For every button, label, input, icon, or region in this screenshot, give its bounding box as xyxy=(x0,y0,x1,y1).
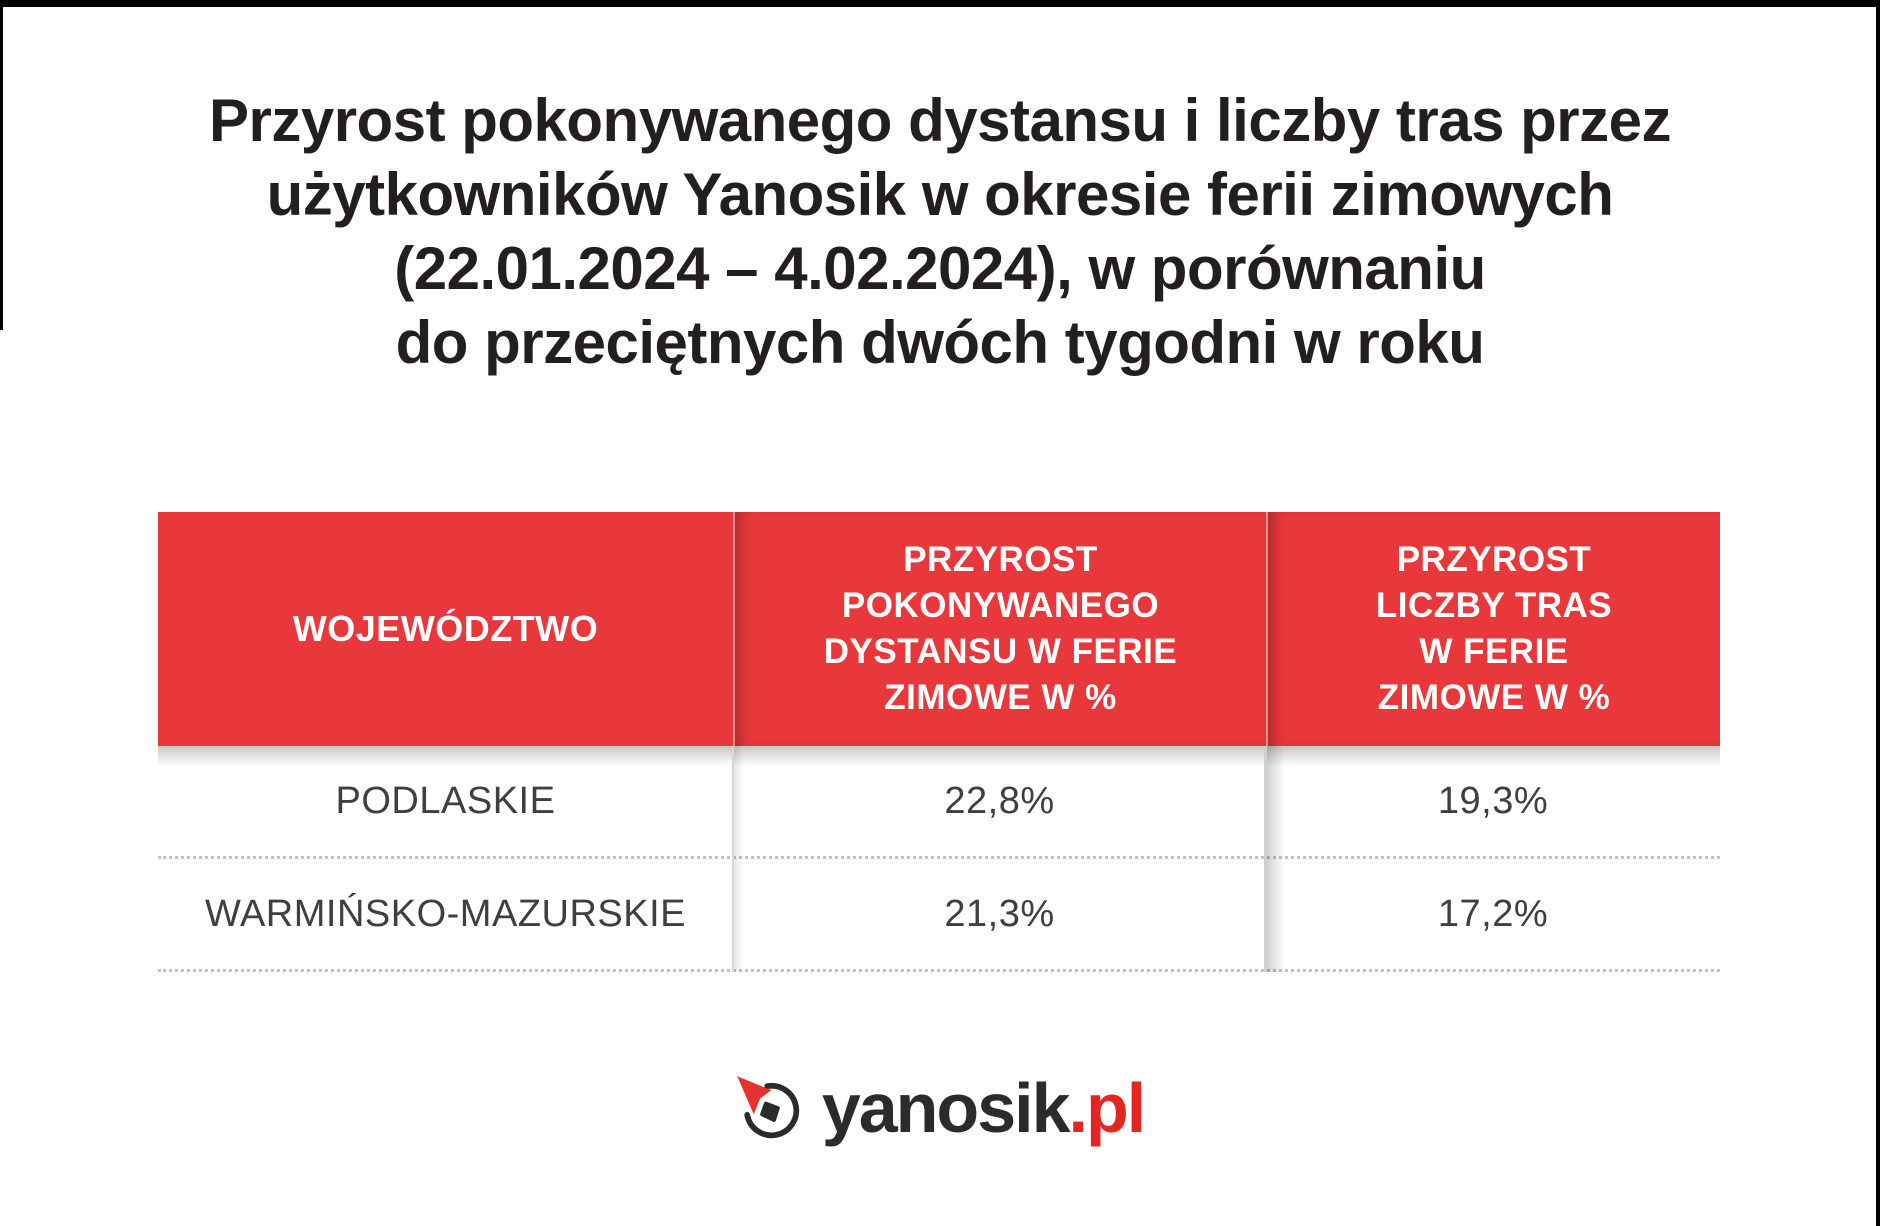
cell-routes-growth: 17,2% xyxy=(1437,892,1549,935)
yanosik-logo-text: yanosik.pl xyxy=(822,1073,1146,1143)
header-line: DYSTANSU W FERIE xyxy=(823,632,1178,671)
title-line-1: Przyrost pokonywanego dystansu i liczby … xyxy=(208,87,1672,154)
yanosik-logo: yanosik.pl xyxy=(0,1056,1880,1160)
yanosik-navigation-arrow-icon xyxy=(736,1073,802,1143)
header-cell-wojewodztwo: WOJEWÓDZTWO xyxy=(158,512,733,746)
header-line: ZIMOWE W % xyxy=(884,678,1117,717)
logo-tld-text: .pl xyxy=(1068,1069,1147,1147)
cell-distance-growth: 21,3% xyxy=(944,892,1055,935)
header-line: POKONYWANEGO xyxy=(841,586,1160,625)
title-line-3: (22.01.2024 – 4.02.2024), w porównaniu xyxy=(394,235,1486,302)
logo-brand-text: yanosik xyxy=(821,1069,1071,1147)
header-cell-przyrost-tras: PRZYROST LICZBY TRAS W FERIE ZIMOWE W % xyxy=(1266,512,1720,746)
header-line: PRZYROST xyxy=(1396,540,1592,579)
screenshot-edge-right xyxy=(1876,0,1880,1226)
header-line: LICZBY TRAS xyxy=(1375,586,1613,625)
header-line: W FERIE xyxy=(1419,632,1569,671)
header-line: WOJEWÓDZTWO xyxy=(292,608,599,649)
table-row-warminsko-mazurskie: WARMIŃSKO-MAZURSKIE 21,3% 17,2% xyxy=(158,859,1720,972)
title-line-2: użytkowników Yanosik w okresie ferii zim… xyxy=(266,161,1614,228)
table-row-podlaskie: PODLASKIE 22,8% 19,3% xyxy=(158,746,1720,859)
cell-routes-growth: 19,3% xyxy=(1437,779,1549,822)
header-line: ZIMOWE W % xyxy=(1377,678,1611,717)
header-line: PRZYROST xyxy=(903,540,1098,579)
cell-region-name: WARMIŃSKO-MAZURSKIE xyxy=(205,892,686,935)
header-cell-przyrost-dystansu: PRZYROST POKONYWANEGO DYSTANSU W FERIE Z… xyxy=(733,512,1266,746)
screenshot-edge-top xyxy=(0,0,1880,7)
infographic-title: Przyrost pokonywanego dystansu i liczby … xyxy=(0,84,1880,380)
table-body: PODLASKIE 22,8% 19,3% WARMIŃSKO-MAZURSKI… xyxy=(158,746,1720,972)
data-table: WOJEWÓDZTWO PRZYROST POKONYWANEGO DYSTAN… xyxy=(158,512,1720,972)
table-header-row: WOJEWÓDZTWO PRZYROST POKONYWANEGO DYSTAN… xyxy=(158,512,1720,772)
screenshot-edge-left xyxy=(0,0,3,330)
cell-region-name: PODLASKIE xyxy=(335,779,556,822)
title-line-4: do przeciętnych dwóch tygodni w roku xyxy=(395,309,1485,376)
cell-distance-growth: 22,8% xyxy=(944,779,1055,822)
